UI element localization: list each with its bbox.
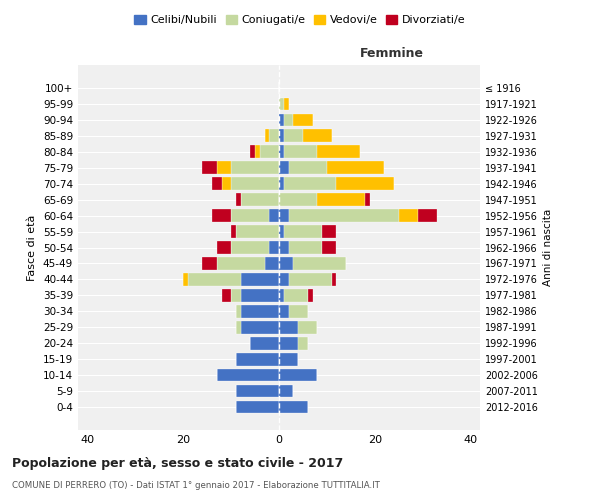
Bar <box>231 210 269 222</box>
Bar <box>332 273 337 285</box>
Bar <box>322 226 337 238</box>
Bar <box>284 146 317 158</box>
Text: COMUNE DI PERRERO (TO) - Dati ISTAT 1° gennaio 2017 - Elaborazione TUTTITALIA.IT: COMUNE DI PERRERO (TO) - Dati ISTAT 1° g… <box>12 481 380 490</box>
Bar <box>284 226 322 238</box>
Bar <box>284 130 303 142</box>
Bar <box>221 178 231 190</box>
Bar <box>293 257 346 270</box>
Bar <box>289 305 308 318</box>
Bar <box>279 98 284 110</box>
Bar <box>269 242 279 254</box>
Y-axis label: Fasce di età: Fasce di età <box>28 214 37 280</box>
Bar <box>212 210 231 222</box>
Bar <box>236 226 279 238</box>
Bar <box>241 305 279 318</box>
Bar <box>289 273 332 285</box>
Bar <box>322 242 337 254</box>
Bar <box>279 162 289 174</box>
Bar <box>202 162 217 174</box>
Bar <box>236 401 279 413</box>
Bar <box>231 178 279 190</box>
Bar <box>284 178 337 190</box>
Bar <box>269 130 279 142</box>
Bar <box>279 337 298 349</box>
Bar <box>217 257 265 270</box>
Bar <box>279 385 293 398</box>
Bar <box>298 321 317 334</box>
Bar <box>250 337 279 349</box>
Bar <box>289 210 398 222</box>
Text: Femmine: Femmine <box>359 46 424 60</box>
Bar <box>279 289 284 302</box>
Bar <box>289 242 322 254</box>
Bar <box>398 210 418 222</box>
Bar <box>337 178 394 190</box>
Bar <box>212 178 221 190</box>
Bar <box>265 130 269 142</box>
Bar <box>236 385 279 398</box>
Bar <box>279 273 289 285</box>
Bar <box>188 273 241 285</box>
Bar <box>255 146 260 158</box>
Bar <box>241 321 279 334</box>
Bar <box>317 146 361 158</box>
Bar <box>279 194 317 206</box>
Bar <box>279 130 284 142</box>
Bar <box>231 242 269 254</box>
Bar <box>279 178 284 190</box>
Bar <box>298 337 308 349</box>
Bar <box>236 305 241 318</box>
Bar <box>289 162 327 174</box>
Bar <box>236 321 241 334</box>
Bar <box>265 257 279 270</box>
Bar <box>284 289 308 302</box>
Bar <box>279 257 293 270</box>
Bar <box>308 289 313 302</box>
Bar <box>241 273 279 285</box>
Text: Popolazione per età, sesso e stato civile - 2017: Popolazione per età, sesso e stato civil… <box>12 458 343 470</box>
Bar <box>279 369 317 382</box>
Bar <box>279 401 308 413</box>
Bar <box>284 98 289 110</box>
Bar <box>279 146 284 158</box>
Bar <box>236 353 279 366</box>
Bar <box>221 289 231 302</box>
Bar <box>279 321 298 334</box>
Legend: Celibi/Nubili, Coniugati/e, Vedovi/e, Divorziati/e: Celibi/Nubili, Coniugati/e, Vedovi/e, Di… <box>130 10 470 30</box>
Bar <box>279 226 284 238</box>
Bar <box>269 210 279 222</box>
Bar <box>293 114 313 126</box>
Bar <box>217 369 279 382</box>
Bar <box>365 194 370 206</box>
Bar <box>317 194 365 206</box>
Bar <box>231 289 241 302</box>
Bar <box>241 194 279 206</box>
Bar <box>236 194 241 206</box>
Bar <box>202 257 217 270</box>
Bar <box>303 130 332 142</box>
Bar <box>284 114 293 126</box>
Bar <box>279 114 284 126</box>
Bar <box>279 305 289 318</box>
Bar <box>231 226 236 238</box>
Bar <box>250 146 255 158</box>
Bar <box>241 289 279 302</box>
Bar <box>279 242 289 254</box>
Bar <box>418 210 437 222</box>
Bar <box>327 162 384 174</box>
Bar <box>183 273 188 285</box>
Bar <box>217 162 231 174</box>
Y-axis label: Anni di nascita: Anni di nascita <box>543 209 553 286</box>
Bar <box>279 353 298 366</box>
Bar <box>260 146 279 158</box>
Bar <box>231 162 279 174</box>
Bar <box>217 242 231 254</box>
Bar <box>279 210 289 222</box>
